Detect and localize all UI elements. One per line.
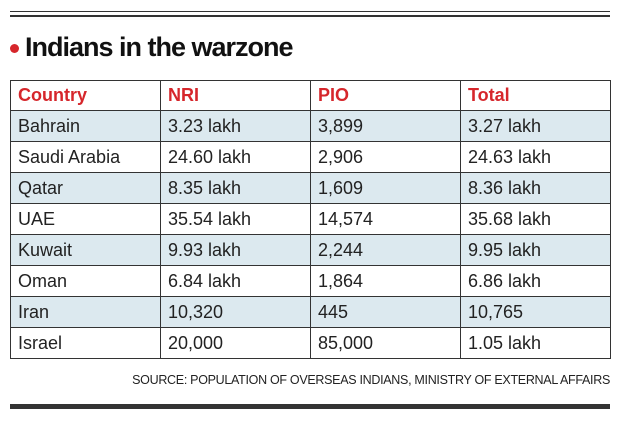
- bullet: [10, 44, 19, 54]
- cell: Iran: [10, 296, 161, 328]
- cell: 445: [310, 296, 461, 328]
- cell: Israel: [10, 327, 161, 359]
- cell: 2,906: [310, 141, 461, 173]
- cell: 10,765: [460, 296, 611, 328]
- cell: 2,244: [310, 234, 461, 266]
- header-row: Country NRI PIO Total: [10, 80, 611, 111]
- cell: 8.36 lakh: [460, 172, 611, 204]
- cell: 24.63 lakh: [460, 141, 611, 173]
- cell: Saudi Arabia: [10, 141, 161, 173]
- title: Indians in the warzone: [25, 32, 294, 62]
- cell: 85,000: [310, 327, 461, 359]
- row: Israel 20,000 85,000 1.05 lakh: [10, 327, 611, 359]
- cell: 1,864: [310, 265, 461, 297]
- cell: 6.86 lakh: [460, 265, 611, 297]
- row: Iran 10,320 445 10,765: [10, 296, 611, 328]
- cell: Oman: [10, 265, 161, 297]
- row: Saudi Arabia 24.60 lakh 2,906 24.63 lakh: [10, 141, 611, 173]
- title-block: Indians in the warzone: [10, 32, 294, 63]
- row: Qatar 8.35 lakh 1,609 8.36 lakh: [10, 172, 611, 204]
- cell: 3.23 lakh: [160, 110, 311, 142]
- cell: 35.54 lakh: [160, 203, 311, 235]
- row: Oman 6.84 lakh 1,864 6.86 lakh: [10, 265, 611, 297]
- table-body: Bahrain 3.23 lakh 3,899 3.27 lakh Saudi Arab…: [10, 110, 611, 359]
- cell: Qatar: [10, 172, 161, 204]
- header-cell: PIO: [310, 80, 461, 111]
- cell: 3,899: [310, 110, 461, 142]
- cell: Bahrain: [10, 110, 161, 142]
- header-cell: NRI: [160, 80, 311, 111]
- cell: 24.60 lakh: [160, 141, 311, 173]
- cell: 10,320: [160, 296, 311, 328]
- bottom-rule: [10, 404, 610, 409]
- cell: 20,000: [160, 327, 311, 359]
- header-cell: Country: [10, 80, 161, 111]
- cell: UAE: [10, 203, 161, 235]
- cell: 6.84 lakh: [160, 265, 311, 297]
- top-rule: [10, 15, 610, 17]
- cell: 1,609: [310, 172, 461, 204]
- cell: 9.95 lakh: [460, 234, 611, 266]
- cell: 3.27 lakh: [460, 110, 611, 142]
- cell: 35.68 lakh: [460, 203, 611, 235]
- top-rule: [10, 11, 610, 12]
- table: Country NRI PIO Total Bahrain 3.23 lakh 3,899…: [10, 80, 611, 359]
- cell: 1.05 lakh: [460, 327, 611, 359]
- cell: 8.35 lakh: [160, 172, 311, 204]
- source: SOURCE: POPULATION OF OVERSEAS INDIANS, …: [132, 373, 610, 387]
- cell: 14,574: [310, 203, 461, 235]
- cell: 9.93 lakh: [160, 234, 311, 266]
- row: Bahrain 3.23 lakh 3,899 3.27 lakh: [10, 110, 611, 142]
- row: Kuwait 9.93 lakh 2,244 9.95 lakh: [10, 234, 611, 266]
- cell: Kuwait: [10, 234, 161, 266]
- row: UAE 35.54 lakh 14,574 35.68 lakh: [10, 203, 611, 235]
- header-cell: Total: [460, 80, 611, 111]
